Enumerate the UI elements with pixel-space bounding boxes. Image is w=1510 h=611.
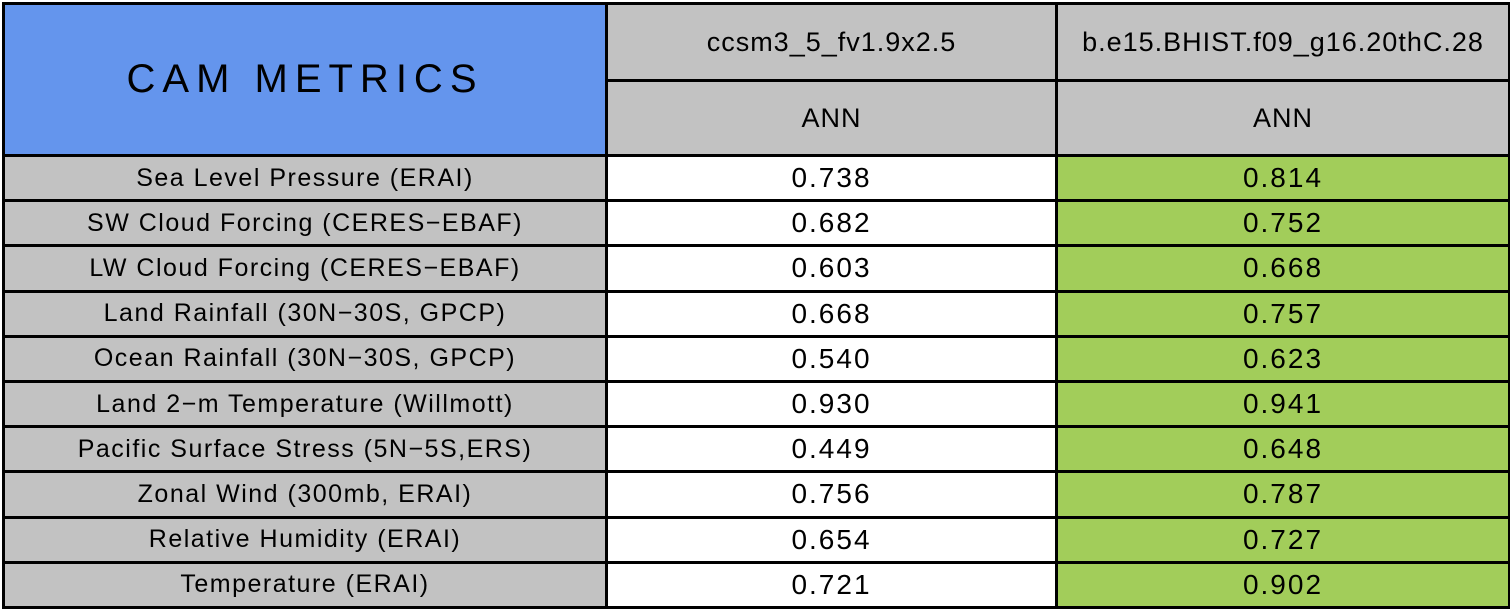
metric-label: LW Cloud Forcing (CERES−EBAF)	[2, 244, 608, 293]
value-cell-run1: 0.756	[605, 470, 1058, 519]
table-row: Temperature (ERAI) 0.721 0.902	[2, 560, 1510, 610]
metric-label: SW Cloud Forcing (CERES−EBAF)	[2, 199, 608, 248]
table-header: CAM METRICS ccsm3_5_fv1.9x2.5 b.e15.BHIS…	[2, 2, 1510, 157]
metric-label: Temperature (ERAI)	[2, 560, 608, 610]
metric-label: Sea Level Pressure (ERAI)	[2, 153, 608, 203]
value-cell-run2: 0.648	[1055, 425, 1510, 474]
value-cell-run1: 0.603	[605, 244, 1058, 293]
table-row: LW Cloud Forcing (CERES−EBAF) 0.603 0.66…	[2, 244, 1510, 293]
value-cell-run1: 0.721	[605, 560, 1058, 610]
metric-label: Pacific Surface Stress (5N−5S,ERS)	[2, 425, 608, 474]
value-cell-run2: 0.668	[1055, 244, 1510, 293]
value-cell-run1: 0.449	[605, 425, 1058, 474]
table-row: Land Rainfall (30N−30S, GPCP) 0.668 0.75…	[2, 289, 1510, 338]
value-cell-run1: 0.682	[605, 199, 1058, 248]
table-row: Ocean Rainfall (30N−30S, GPCP) 0.540 0.6…	[2, 334, 1510, 383]
metric-label: Relative Humidity (ERAI)	[2, 515, 608, 564]
column-header-run2: b.e15.BHIST.f09_g16.20thC.28	[1055, 2, 1510, 82]
season-subheader-run2: ANN	[1055, 79, 1510, 157]
table-row: Sea Level Pressure (ERAI) 0.738 0.814	[2, 153, 1510, 203]
value-cell-run2: 0.787	[1055, 470, 1510, 519]
value-cell-run1: 0.930	[605, 379, 1058, 429]
value-cell-run2: 0.727	[1055, 515, 1510, 564]
value-cell-run2: 0.757	[1055, 289, 1510, 338]
model-header-row: CAM METRICS ccsm3_5_fv1.9x2.5 b.e15.BHIS…	[2, 2, 1510, 157]
value-cell-run2: 0.902	[1055, 560, 1510, 610]
table-title: CAM METRICS	[2, 2, 608, 157]
table-row: Zonal Wind (300mb, ERAI) 0.756 0.787	[2, 470, 1510, 519]
value-cell-run2: 0.752	[1055, 199, 1510, 248]
value-cell-run2: 0.814	[1055, 153, 1510, 203]
value-cell-run1: 0.668	[605, 289, 1058, 338]
value-cell-run1: 0.654	[605, 515, 1058, 564]
metric-label: Land Rainfall (30N−30S, GPCP)	[2, 289, 608, 338]
table-row: Relative Humidity (ERAI) 0.654 0.727	[2, 515, 1510, 564]
season-header-row: ANN ANN	[4, 79, 1510, 157]
value-cell-run1: 0.738	[605, 153, 1058, 203]
table-row: SW Cloud Forcing (CERES−EBAF) 0.682 0.75…	[2, 199, 1510, 248]
season-subheader-run1: ANN	[605, 79, 1058, 157]
table-row: Pacific Surface Stress (5N−5S,ERS) 0.449…	[2, 425, 1510, 474]
value-cell-run2: 0.623	[1055, 334, 1510, 383]
metric-label: Zonal Wind (300mb, ERAI)	[2, 470, 608, 519]
table-row: Land 2−m Temperature (Willmott) 0.930 0.…	[2, 379, 1510, 429]
value-cell-run1: 0.540	[605, 334, 1058, 383]
metric-label: Land 2−m Temperature (Willmott)	[2, 379, 608, 429]
metric-label: Ocean Rainfall (30N−30S, GPCP)	[2, 334, 608, 383]
column-header-run1: ccsm3_5_fv1.9x2.5	[605, 2, 1058, 82]
table-body: Sea Level Pressure (ERAI) 0.738 0.814 SW…	[2, 153, 1510, 610]
value-cell-run2: 0.941	[1055, 379, 1510, 429]
